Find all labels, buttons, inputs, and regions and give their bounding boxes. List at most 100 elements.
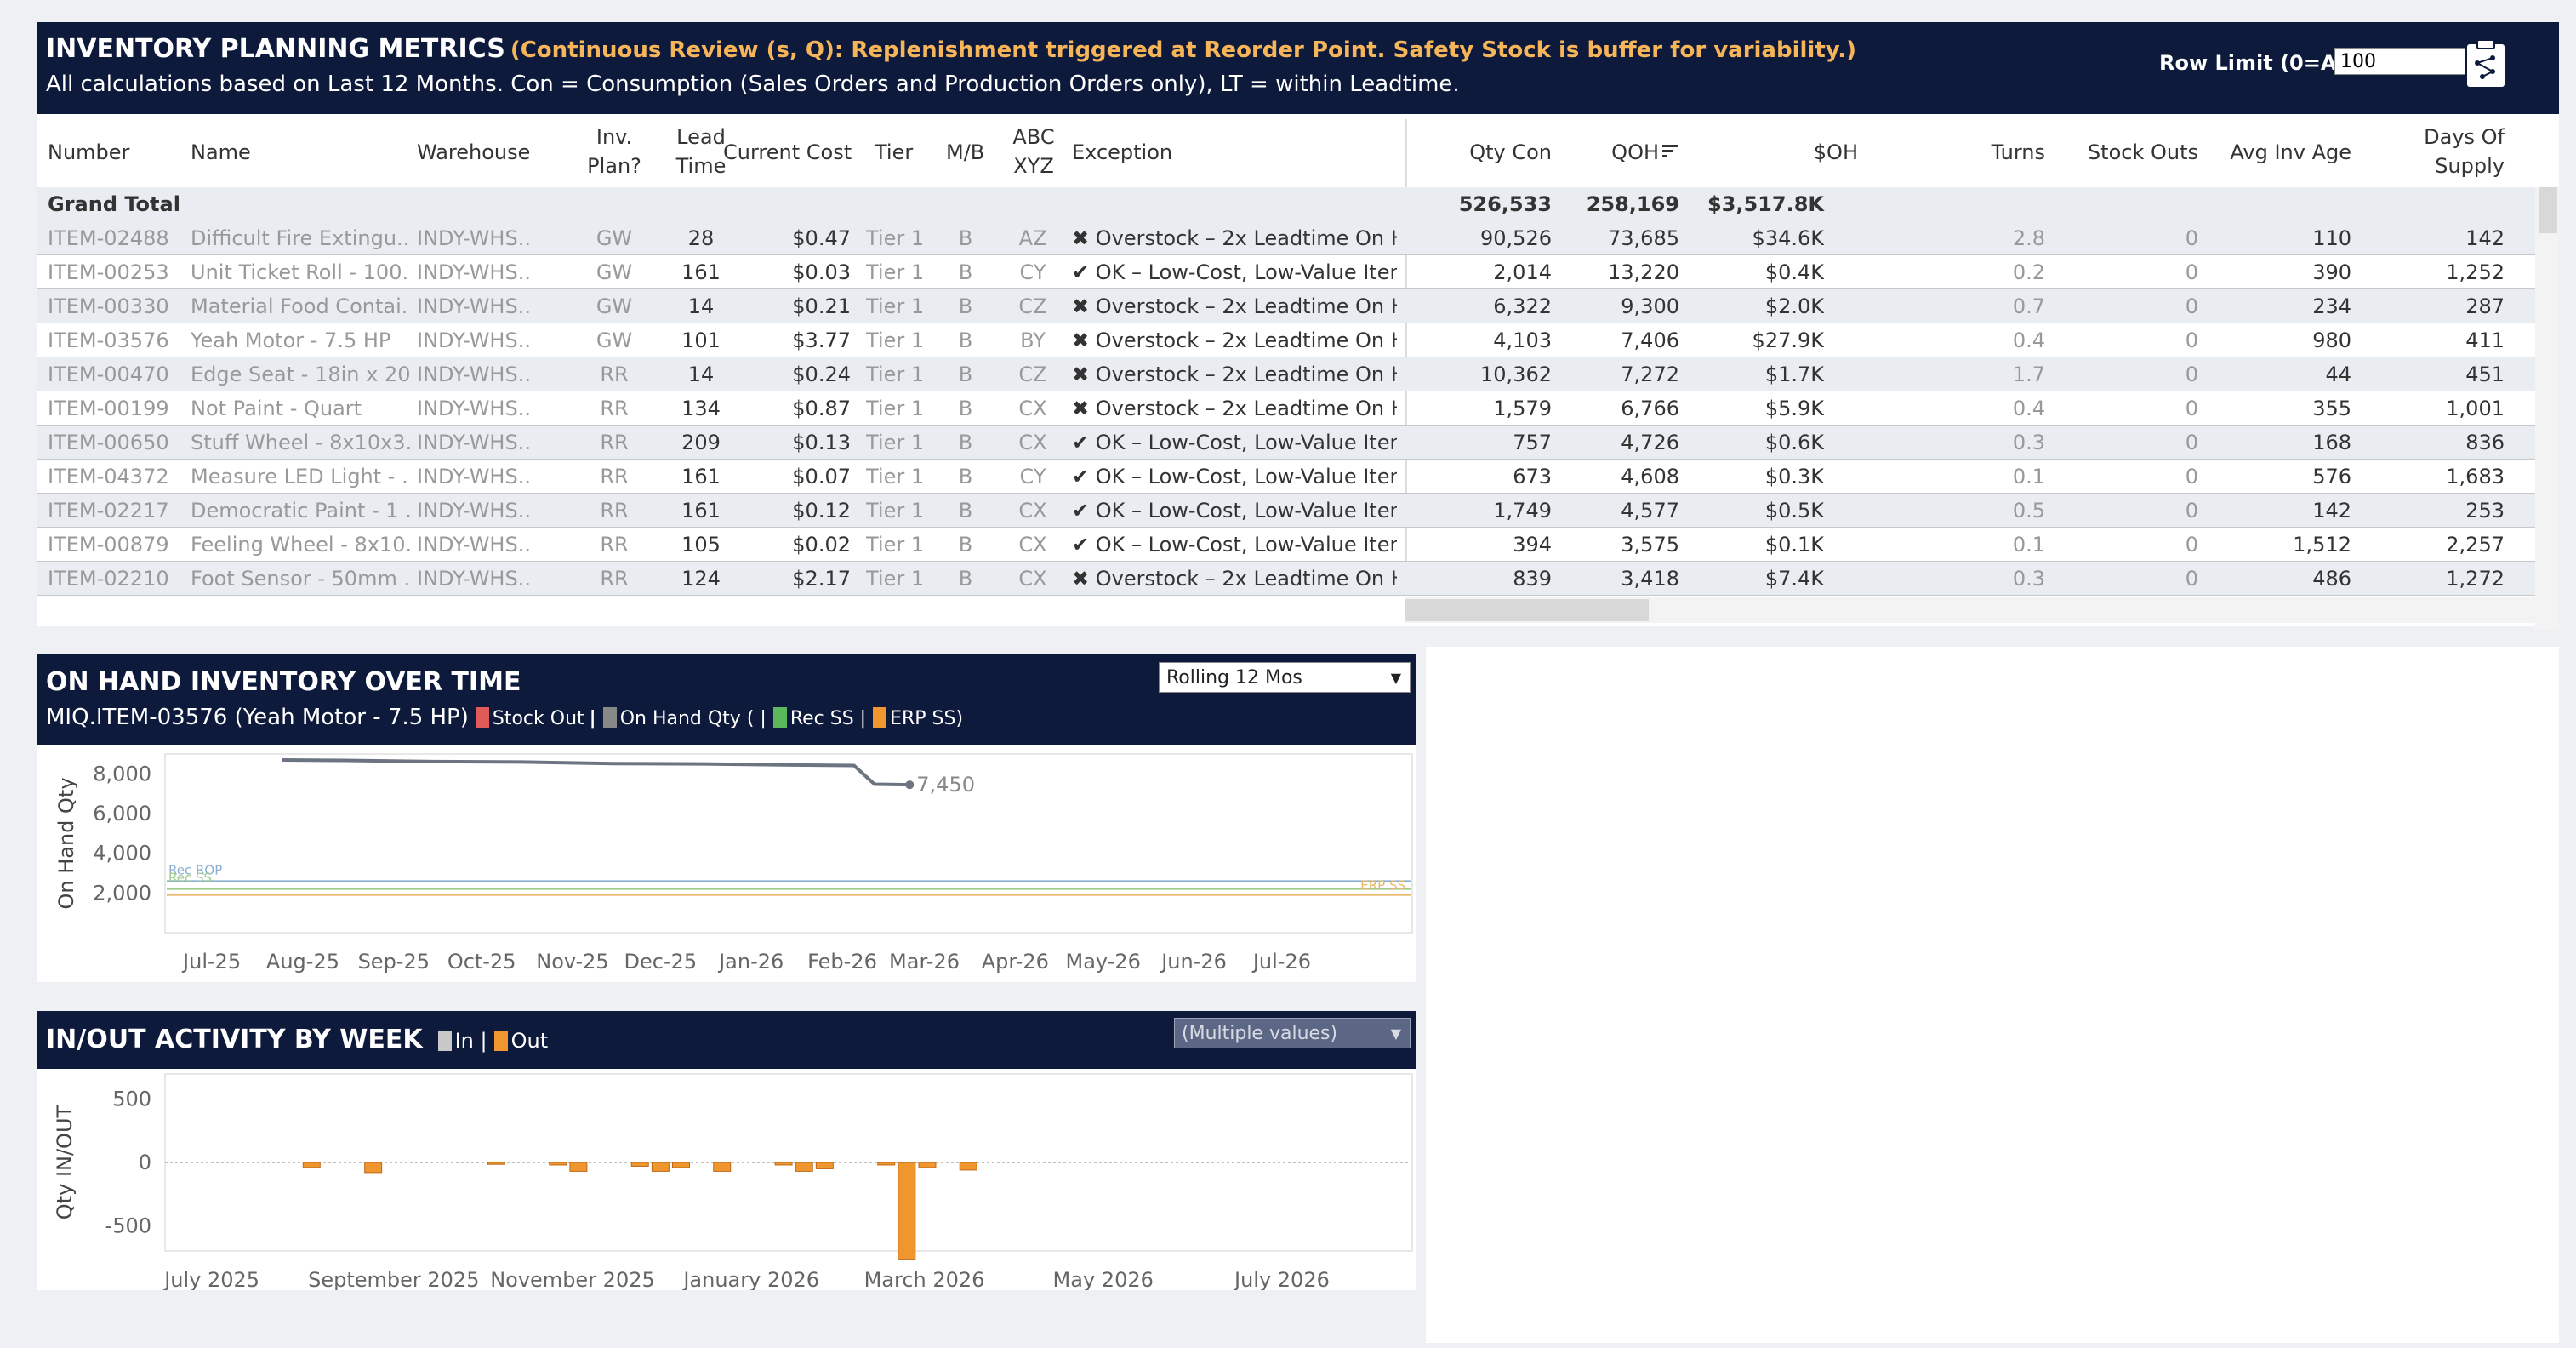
col-inv-plan[interactable]: Inv. Plan? bbox=[563, 123, 665, 180]
col-name[interactable]: Name bbox=[191, 140, 251, 164]
table-row[interactable] bbox=[37, 494, 2535, 528]
col-qoh[interactable]: QOH bbox=[1586, 138, 1679, 168]
cell-tier: Tier 1 bbox=[866, 465, 925, 488]
col-lead-time[interactable]: Lead Time bbox=[650, 123, 752, 180]
cell-plan: RR bbox=[600, 499, 629, 523]
x-tick-label: September 2025 bbox=[308, 1268, 479, 1290]
cell-exception: ✔ OK – Low-Cost, Low-Value Item bbox=[1072, 431, 1397, 454]
cell-stock-outs: 0 bbox=[2185, 226, 2198, 250]
col-exception[interactable]: Exception bbox=[1072, 140, 1173, 164]
table-row[interactable] bbox=[37, 323, 2535, 357]
period-select[interactable]: Rolling 12 Mos ▼ bbox=[1159, 662, 1411, 693]
export-clipboard-button[interactable] bbox=[2464, 37, 2508, 90]
y-tick-label: 4,000 bbox=[93, 842, 151, 865]
period-select-value: Rolling 12 Mos bbox=[1166, 667, 1302, 688]
col-current-cost[interactable]: Current Cost bbox=[723, 140, 852, 164]
x-tick-label: Apr-26 bbox=[982, 950, 1049, 974]
out-bar bbox=[918, 1162, 937, 1168]
cell-cost: $0.13 bbox=[792, 431, 851, 454]
cell-exception: ✖ Overstock – 2x Leadtime On Ha.. bbox=[1072, 363, 1397, 386]
cell-dos: 142 bbox=[2465, 226, 2505, 250]
table-row[interactable] bbox=[37, 426, 2535, 460]
cell-soh: $2.0K bbox=[1764, 294, 1824, 318]
cell-name: Stuff Wheel - 8x10x3.. bbox=[191, 431, 410, 454]
cell-abc: CX bbox=[1018, 397, 1047, 420]
cell-exception: ✖ Overstock – 2x Leadtime On Ha.. bbox=[1072, 328, 1397, 352]
cell-cost: $0.47 bbox=[792, 226, 851, 250]
cell-plan: RR bbox=[600, 363, 629, 386]
cell-dos: 411 bbox=[2465, 328, 2505, 352]
cell-qoh: 13,220 bbox=[1608, 260, 1679, 284]
cell-warehouse: INDY-WHS.. bbox=[417, 397, 531, 420]
x-tick-label: January 2026 bbox=[681, 1268, 819, 1290]
cell-qoh: 3,418 bbox=[1621, 567, 1679, 591]
cell-soh: $1.7K bbox=[1764, 363, 1824, 386]
y-tick-label: -500 bbox=[105, 1214, 151, 1237]
sort-descending-icon[interactable] bbox=[1659, 139, 1679, 168]
cell-plan: GW bbox=[596, 226, 633, 250]
col-stock-outs[interactable]: Stock Outs bbox=[2087, 140, 2198, 164]
col-mb[interactable]: M/B bbox=[946, 140, 985, 164]
cell-qoh: 73,685 bbox=[1608, 226, 1679, 250]
cell-number: ITEM-02488 bbox=[48, 226, 169, 250]
col-tier[interactable]: Tier bbox=[875, 140, 914, 164]
x-tick-label: Jul-25 bbox=[181, 950, 241, 974]
cell-lead: 161 bbox=[681, 499, 721, 523]
cell-avg-age: 355 bbox=[2312, 397, 2351, 420]
col-abc-xyz[interactable]: ABC XYZ bbox=[1004, 123, 1063, 180]
reference-line-label: ERP SS bbox=[1360, 878, 1405, 894]
horizontal-scroll-thumb[interactable] bbox=[1405, 599, 1649, 621]
out-bar bbox=[651, 1162, 670, 1172]
col-warehouse[interactable]: Warehouse bbox=[417, 140, 531, 164]
out-bar bbox=[630, 1162, 649, 1167]
metrics-table: Number Name Warehouse Inv. Plan? Lead Time… bbox=[37, 114, 2559, 630]
vertical-scrollbar[interactable] bbox=[2535, 187, 2559, 630]
table-row[interactable] bbox=[37, 391, 2535, 426]
cell-warehouse: INDY-WHS.. bbox=[417, 499, 531, 523]
metrics-title-text: INVENTORY PLANNING METRICS bbox=[46, 34, 505, 64]
cell-tier: Tier 1 bbox=[866, 328, 925, 352]
cell-tier: Tier 1 bbox=[866, 499, 925, 523]
cell-avg-age: 142 bbox=[2312, 499, 2351, 523]
on-hand-swatch bbox=[602, 707, 617, 728]
cell-lead: 209 bbox=[681, 431, 721, 454]
legend-stock-out: Stock Out bbox=[492, 708, 584, 729]
legend-erp-ss: ERP SS) bbox=[890, 708, 964, 729]
cell-dos: 1,272 bbox=[2446, 567, 2505, 591]
table-row[interactable] bbox=[37, 221, 2535, 255]
cell-turns: 0.7 bbox=[2012, 294, 2045, 318]
col-number[interactable]: Number bbox=[48, 140, 130, 164]
cell-number: ITEM-00253 bbox=[48, 260, 169, 284]
cell-stock-outs: 0 bbox=[2185, 431, 2198, 454]
table-row[interactable] bbox=[37, 528, 2535, 562]
cell-name: Unit Ticket Roll - 100.. bbox=[191, 260, 410, 284]
cell-turns: 0.2 bbox=[2012, 260, 2045, 284]
col-days-of-supply[interactable]: Days Of Supply bbox=[2377, 123, 2505, 180]
table-row[interactable] bbox=[37, 562, 2535, 596]
cell-abc: CX bbox=[1018, 567, 1047, 591]
col-inv-plan-line2: Plan? bbox=[587, 154, 641, 178]
cell-plan: RR bbox=[600, 567, 629, 591]
col-turns[interactable]: Turns bbox=[1991, 140, 2045, 164]
table-row[interactable] bbox=[37, 357, 2535, 391]
vertical-scroll-thumb[interactable] bbox=[2539, 187, 2557, 233]
cell-exception: ✔ OK – Low-Cost, Low-Value Item bbox=[1072, 533, 1397, 557]
cell-exception: ✖ Overstock – 2x Leadtime On Ha.. bbox=[1072, 567, 1397, 591]
table-row[interactable] bbox=[37, 460, 2535, 494]
cell-dos: 451 bbox=[2465, 363, 2505, 386]
table-row[interactable] bbox=[37, 289, 2535, 323]
cell-mb: B bbox=[958, 328, 973, 352]
out-bar bbox=[795, 1162, 813, 1172]
row-limit-input[interactable] bbox=[2334, 48, 2465, 75]
col-soh[interactable]: $OH bbox=[1813, 140, 1858, 164]
cell-abc: CX bbox=[1018, 431, 1047, 454]
cell-abc: CY bbox=[1019, 465, 1046, 488]
filter-select[interactable]: (Multiple values) ▼ bbox=[1174, 1018, 1411, 1048]
table-row[interactable] bbox=[37, 255, 2535, 289]
col-avg-inv-age[interactable]: Avg Inv Age bbox=[2230, 140, 2351, 164]
cell-warehouse: INDY-WHS.. bbox=[417, 465, 531, 488]
cell-qty-con: 1,579 bbox=[1493, 397, 1552, 420]
filter-select-value: (Multiple values) bbox=[1182, 1023, 1338, 1044]
col-qty-con[interactable]: Qty Con bbox=[1469, 140, 1552, 164]
cell-stock-outs: 0 bbox=[2185, 328, 2198, 352]
